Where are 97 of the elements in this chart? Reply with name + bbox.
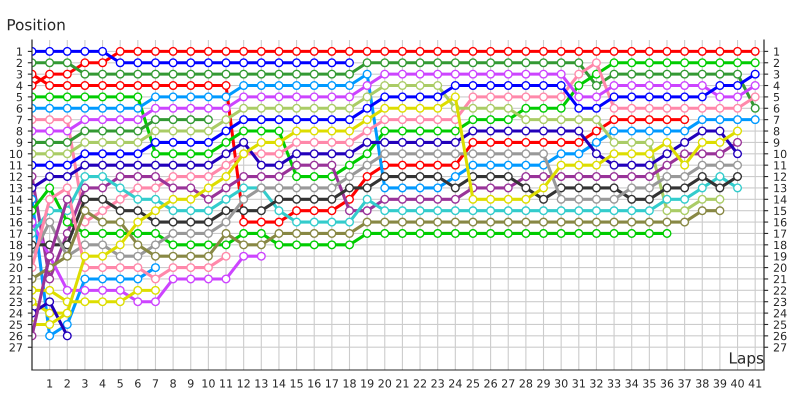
x-tick-label: 25: [466, 379, 480, 388]
y2-tick-label: 13: [774, 184, 786, 192]
x-tick-label: 37: [678, 379, 691, 388]
x-tick-label: 18: [344, 379, 356, 388]
x-tick-label: 28: [520, 379, 532, 388]
x-axis-title: Laps: [730, 352, 764, 367]
y-tick-label: 4: [16, 82, 22, 90]
x-tick-label: 32: [590, 379, 602, 388]
y2-tick-label: 6: [774, 104, 780, 113]
x-tick-label: 34: [625, 379, 638, 388]
x-tick-label: 6: [135, 379, 141, 388]
x-tick-label: 8: [170, 379, 176, 388]
y2-tick-label: 9: [774, 138, 780, 147]
x-tick-label: 31: [572, 379, 585, 388]
x-tick-label: 39: [714, 379, 726, 388]
x-tick-label: 22: [414, 379, 426, 388]
y-tick-label: 8: [16, 127, 22, 136]
y-tick-label: 21: [10, 274, 22, 284]
y2-tick-label: 25: [774, 320, 786, 329]
y2-tick-label: 14: [774, 195, 787, 204]
x-tick-label: 17: [326, 379, 338, 388]
y2-tick-label: 22: [774, 286, 786, 295]
x-tick-label: 35: [643, 379, 656, 388]
x-tick-label: 13: [255, 379, 268, 388]
y-tick-label: 15: [10, 206, 22, 216]
y-tick-label: 3: [16, 70, 22, 79]
y-tick-label: 1: [17, 48, 22, 56]
y2-tick-label: 10: [774, 150, 786, 158]
y2-tick-label: 5: [774, 93, 780, 102]
x-tick-label: 9: [188, 379, 194, 388]
y-tick-label: 18: [10, 240, 22, 250]
x-tick-label: 14: [273, 379, 286, 388]
y-tick-label: 7: [16, 116, 22, 124]
y2-tick-label: 15: [774, 206, 786, 216]
x-tick-label: 3: [82, 379, 88, 388]
y2-tick-label: 8: [774, 127, 780, 136]
y-tick-label: 22: [10, 286, 22, 295]
y2-tick-label: 24: [774, 309, 787, 318]
y-tick-label: 10: [10, 150, 22, 158]
y2-tick-label: 21: [774, 274, 786, 284]
y-tick-label: 26: [10, 332, 22, 340]
y2-tick-label: 27: [774, 343, 786, 352]
y2-tick-label: 4: [774, 82, 780, 90]
x-tick-label: 20: [378, 379, 392, 388]
x-tick-label: 36: [660, 379, 674, 388]
x-tick-label: 23: [431, 379, 444, 388]
x-tick-label: 15: [290, 379, 303, 388]
x-tick-label: 27: [502, 379, 514, 388]
y2-tick-label: 12: [774, 172, 786, 181]
y-tick-label: 17: [10, 230, 22, 238]
y2-tick-label: 23: [774, 298, 786, 306]
y-tick-label: 23: [10, 298, 22, 306]
y2-tick-label: 11: [774, 161, 786, 170]
y-tick-label: 9: [16, 138, 22, 147]
y-tick-label: 20: [10, 264, 22, 272]
x-tick-label: 2: [64, 379, 70, 388]
x-tick-label: 10: [202, 379, 215, 388]
y-tick-label: 2: [16, 58, 22, 67]
y2-tick-label: 1: [774, 48, 780, 56]
y-tick-label: 24: [10, 309, 22, 318]
y2-tick-label: 16: [774, 218, 786, 226]
x-tick-label: 38: [696, 379, 709, 388]
x-tick-label: 16: [308, 379, 321, 388]
y-tick-label: 19: [10, 252, 22, 261]
x-tick-label: 40: [731, 379, 744, 388]
y2-tick-label: 17: [774, 230, 786, 238]
y2-tick-label: 19: [774, 252, 786, 261]
y2-tick-label: 20: [774, 264, 786, 272]
x-tick-label: 5: [118, 379, 123, 388]
y2-tick-label: 3: [774, 70, 780, 79]
x-tick-label: 11: [220, 379, 232, 388]
x-tick-label: 21: [396, 379, 408, 388]
x-tick-label: 19: [361, 379, 374, 388]
y-tick-label: 12: [10, 172, 22, 181]
y2-tick-label: 26: [774, 332, 786, 340]
x-tick-label: 4: [100, 379, 106, 388]
y-tick-label: 27: [10, 343, 22, 352]
x-tick-label: 41: [748, 379, 762, 388]
y-tick-label: 25: [10, 320, 22, 329]
x-tick-label: 26: [484, 379, 497, 388]
y2-tick-label: 2: [774, 58, 779, 67]
x-tick-label: 12: [238, 379, 250, 388]
x-tick-label: 24: [449, 379, 462, 388]
y-axis-title: Position: [8, 18, 65, 30]
y-tick-label: 11: [10, 161, 22, 170]
x-tick-label: 30: [554, 379, 568, 388]
y-tick-label: 5: [16, 93, 22, 102]
x-tick-label: 33: [608, 379, 620, 388]
x-tick-label: 1: [47, 379, 52, 388]
y2-tick-label: 18: [774, 240, 786, 250]
y-tick-label: 16: [10, 218, 22, 226]
x-tick-label: 7: [152, 379, 158, 388]
y-tick-label: 6: [16, 104, 22, 113]
y2-tick-label: 7: [774, 116, 780, 124]
y-tick-label: 13: [10, 184, 22, 192]
y-tick-label: 14: [10, 195, 22, 204]
x-tick-label: 29: [537, 379, 550, 388]
